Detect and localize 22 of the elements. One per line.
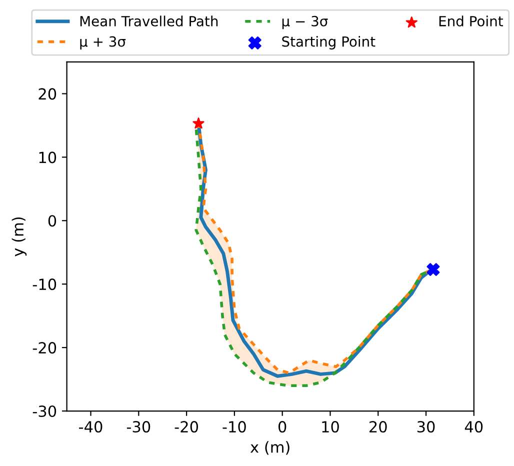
legend-label: Mean Travelled Path xyxy=(80,16,218,26)
legend-label: μ − 3σ xyxy=(282,16,328,30)
x-tick-label: -10 xyxy=(222,421,246,433)
x-axis-title: x (m) xyxy=(250,441,290,455)
x-tick-label: 40 xyxy=(464,421,483,433)
legend-label: μ + 3σ xyxy=(80,36,126,50)
x-tick-label: 10 xyxy=(322,421,339,433)
y-tick-label: 10 xyxy=(39,152,56,164)
x-tick-label: 20 xyxy=(370,421,387,433)
legend-label: Starting Point xyxy=(282,36,376,50)
y-tick-label: 20 xyxy=(38,88,56,100)
y-tick-label: -30 xyxy=(32,405,56,418)
y-tick-label: 0 xyxy=(48,215,56,227)
legend-label: End Point xyxy=(439,16,503,26)
x-tick-label: -20 xyxy=(174,421,198,433)
y-axis-title: y (m) xyxy=(12,217,27,256)
y-tick-label: -10 xyxy=(32,278,56,290)
x-tick-label: -30 xyxy=(126,421,150,433)
x-tick-label: 30 xyxy=(417,421,435,433)
x-tick-label: 0 xyxy=(278,421,286,433)
y-tick-label: -20 xyxy=(32,342,56,354)
x-tick-label: -40 xyxy=(79,421,102,433)
